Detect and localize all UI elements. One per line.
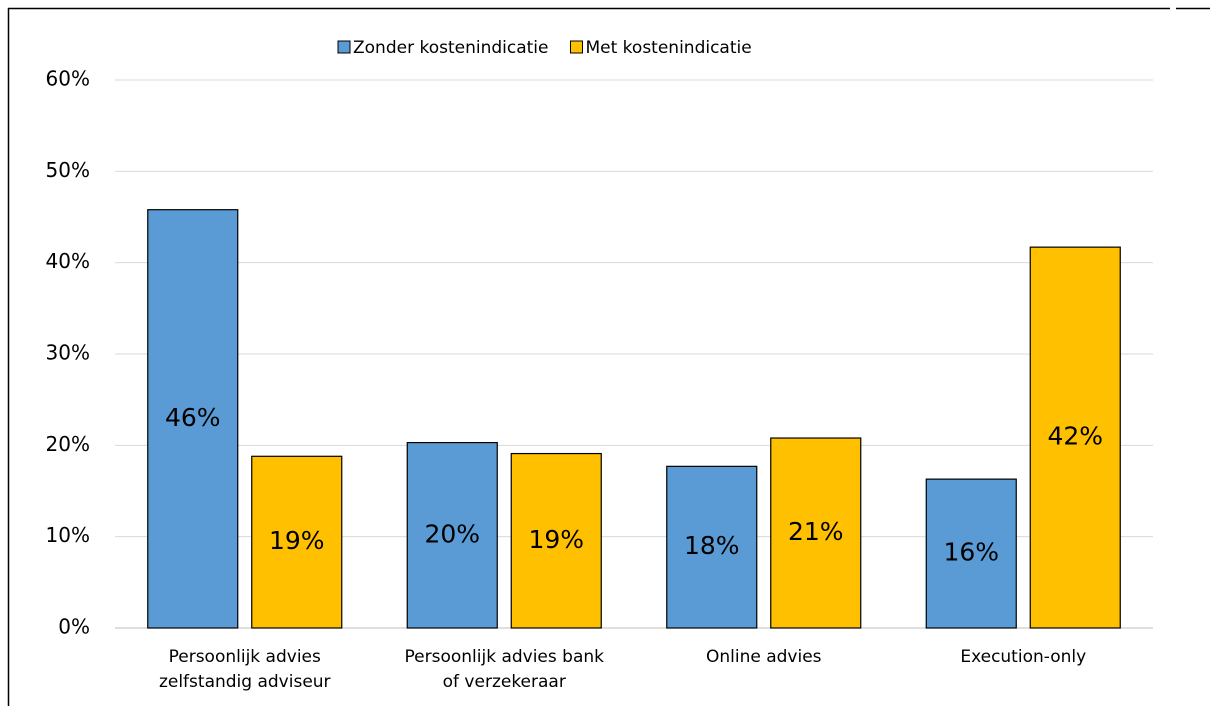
x-tick-label: Execution-only <box>960 647 1086 667</box>
value-label: 42% <box>1047 422 1103 451</box>
x-tick-label: zelfstandig adviseur <box>159 672 331 692</box>
legend-swatch <box>569 40 583 54</box>
bar <box>1029 246 1121 629</box>
value-label: 19% <box>528 525 584 554</box>
bar <box>251 455 343 629</box>
value-label: 16% <box>943 538 999 567</box>
bar <box>147 209 239 629</box>
legend-swatch <box>337 40 351 54</box>
x-tick-label: Persoonlijk advies bank <box>405 647 605 667</box>
y-tick-label: 10% <box>46 523 90 547</box>
value-label: 19% <box>269 526 325 555</box>
y-tick-label: 40% <box>46 249 90 273</box>
bar <box>925 478 1017 629</box>
bar <box>510 452 602 629</box>
x-tick-label: Persoonlijk advies <box>169 647 321 667</box>
value-label: 18% <box>684 531 740 560</box>
bar <box>406 441 498 629</box>
y-tick-label: 0% <box>58 615 90 639</box>
bar <box>666 465 758 629</box>
value-label: 20% <box>424 519 480 548</box>
legend-label: Met kostenindicatie <box>585 38 751 58</box>
x-tick-label: Online advies <box>706 647 822 667</box>
value-label: 21% <box>788 517 844 546</box>
y-tick-label: 60% <box>46 67 90 91</box>
y-tick-label: 30% <box>46 341 90 365</box>
x-tick-label: of verzekeraar <box>443 672 566 692</box>
value-label: 46% <box>165 403 221 432</box>
y-tick-label: 50% <box>46 158 90 182</box>
legend-label: Zonder kostenindicatie <box>353 38 548 58</box>
bar <box>770 437 862 629</box>
y-tick-label: 20% <box>46 432 90 456</box>
